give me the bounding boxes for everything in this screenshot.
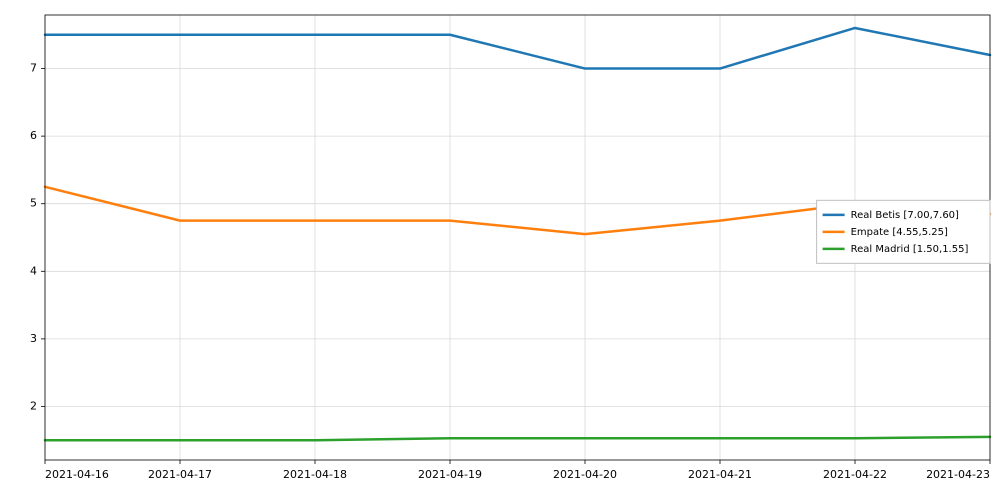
y-tick-label: 6 xyxy=(30,129,37,142)
y-tick-label: 2 xyxy=(30,399,37,412)
legend-label: Real Betis [7.00,7.60] xyxy=(851,210,959,221)
y-tick-label: 7 xyxy=(30,62,37,75)
x-tick-label: 2021-04-22 xyxy=(823,468,887,481)
x-tick-label: 2021-04-20 xyxy=(553,468,617,481)
x-tick-label: 2021-04-21 xyxy=(688,468,752,481)
legend: Real Betis [7.00,7.60] Empate [4.55,5.25]… xyxy=(817,200,990,263)
x-tick-label: 2021-04-19 xyxy=(418,468,482,481)
legend-label: Real Madrid [1.50,1.55] xyxy=(851,244,969,255)
y-tick-label: 5 xyxy=(30,197,37,210)
x-tick-label: 2021-04-23 xyxy=(926,468,990,481)
x-tick-label: 2021-04-18 xyxy=(283,468,347,481)
x-tick-label: 2021-04-16 xyxy=(45,468,109,481)
y-tick-label: 4 xyxy=(30,264,37,277)
odds-line-chart: 2 3 4 5 6 7 2021-04-16 2021-04-17 2021-04-18 2021… xyxy=(0,0,1000,500)
legend-label: Empate [4.55,5.25] xyxy=(851,227,948,238)
x-tick-label: 2021-04-17 xyxy=(148,468,212,481)
y-tick-label: 3 xyxy=(30,332,37,345)
